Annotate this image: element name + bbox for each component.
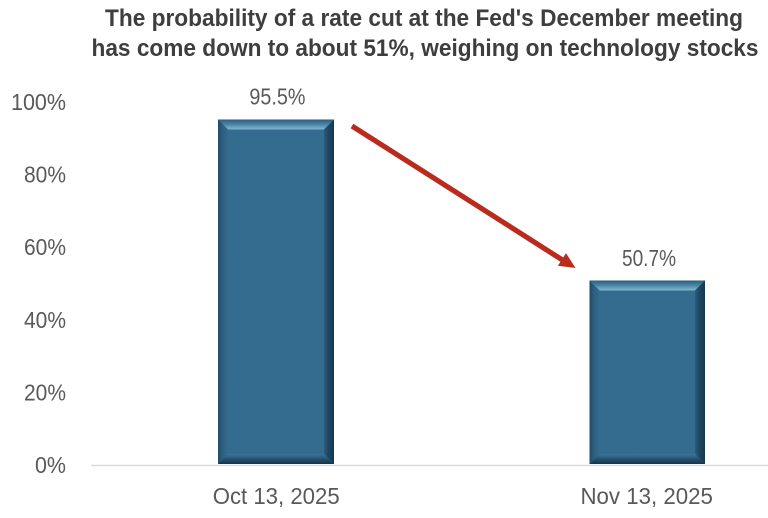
svg-text:80%: 80% xyxy=(24,162,66,188)
svg-text:95.5%: 95.5% xyxy=(249,84,305,110)
svg-text:100%: 100% xyxy=(11,89,66,115)
svg-text:50.7%: 50.7% xyxy=(622,245,676,271)
svg-text:60%: 60% xyxy=(24,234,66,260)
svg-text:Oct 13, 2025: Oct 13, 2025 xyxy=(213,483,340,509)
svg-text:0%: 0% xyxy=(35,452,66,478)
svg-text:The probability of a rate cut: The probability of a rate cut at the Fed… xyxy=(105,5,743,32)
svg-text:20%: 20% xyxy=(24,379,66,405)
svg-text:has come down to about 51%, we: has come down to about 51%, weighing on … xyxy=(92,35,759,62)
svg-text:Nov 13, 2025: Nov 13, 2025 xyxy=(580,483,713,509)
svg-text:40%: 40% xyxy=(24,307,66,333)
